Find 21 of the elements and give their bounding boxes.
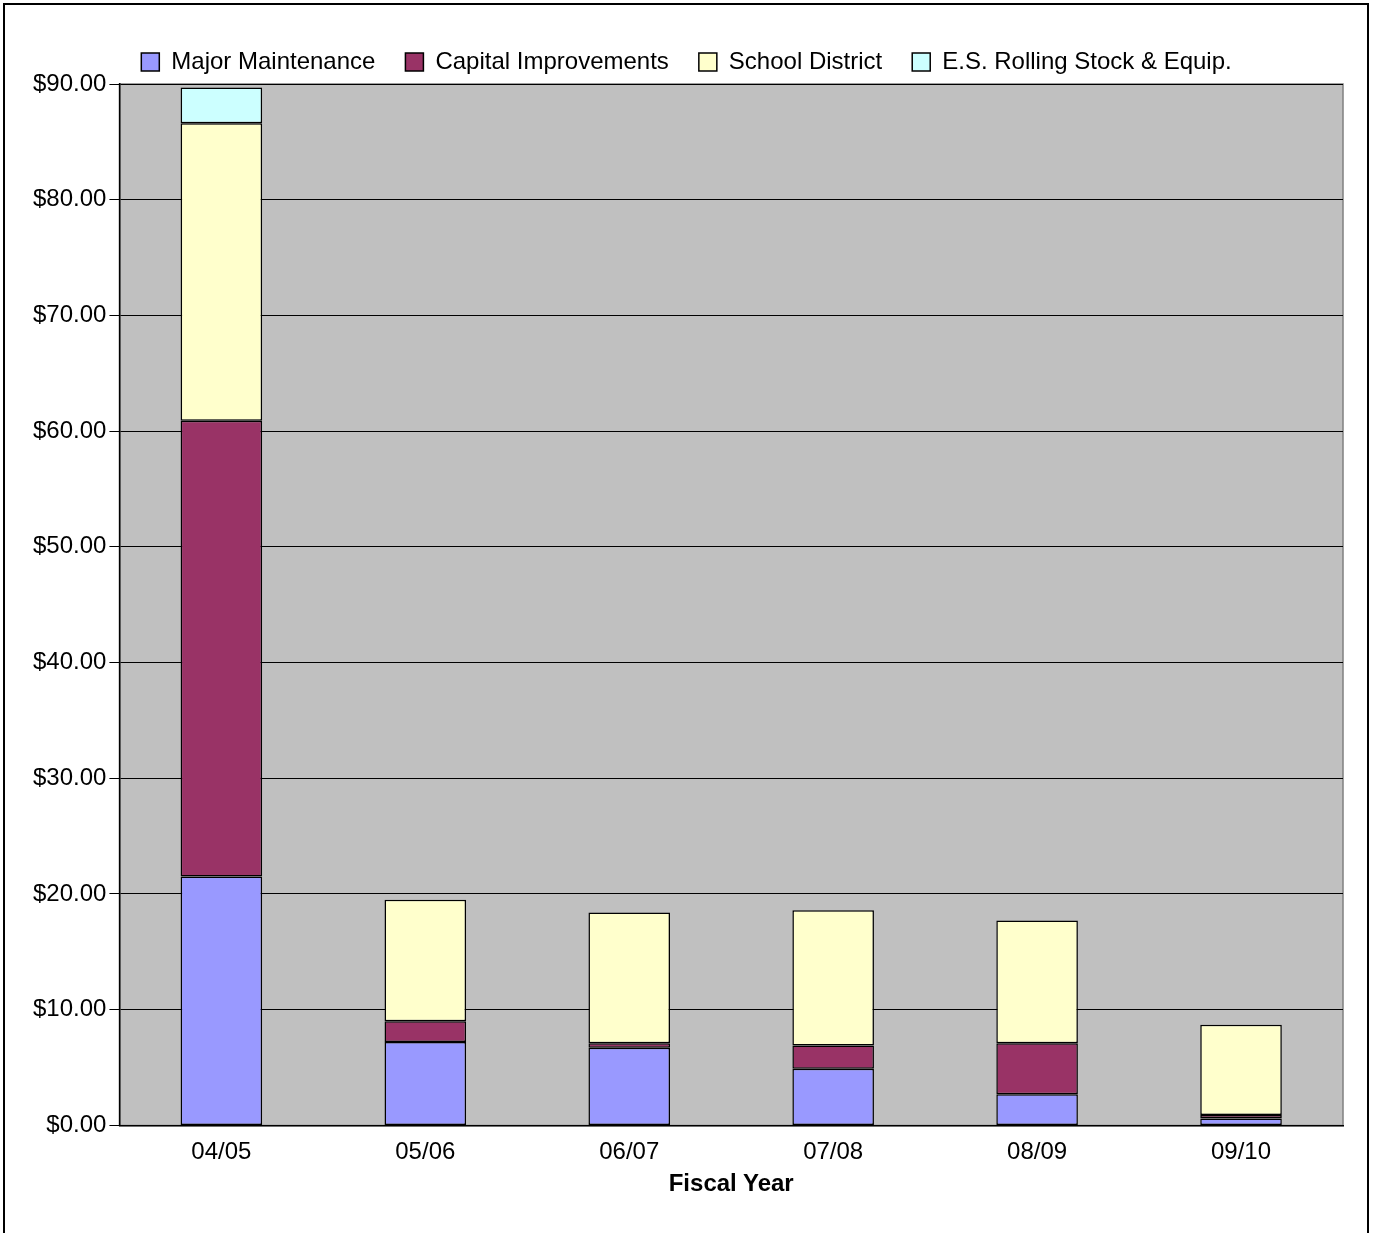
legend-label: Major Maintenance [171, 46, 376, 74]
x-tick-label: 04/05 [191, 1137, 252, 1165]
legend-label: School District [728, 46, 883, 74]
x-tick-label: 08/09 [1007, 1137, 1068, 1165]
x-axis-title: Fiscal Year [668, 1169, 794, 1197]
y-tick-label: $70.00 [33, 300, 107, 328]
y-tick-label: $50.00 [33, 531, 107, 559]
y-tick-label: $40.00 [33, 647, 107, 675]
x-tick-label: 06/07 [599, 1137, 660, 1165]
legend-label: E.S. Rolling Stock & Equip. [942, 46, 1232, 74]
y-tick-label: $30.00 [33, 762, 107, 790]
x-tick-label: 07/08 [803, 1137, 864, 1165]
x-tick-label: 05/06 [395, 1137, 456, 1165]
y-tick-label: $10.00 [33, 994, 107, 1022]
y-tick-label: $60.00 [33, 415, 107, 443]
y-tick-label: $0.00 [46, 1110, 107, 1138]
x-tick-label: 09/10 [1211, 1137, 1272, 1165]
y-tick-label: $90.00 [33, 68, 107, 96]
y-tick-label: $80.00 [33, 184, 107, 212]
y-tick-label: $20.00 [33, 878, 107, 906]
legend-label: Capital Improvements [435, 46, 669, 74]
